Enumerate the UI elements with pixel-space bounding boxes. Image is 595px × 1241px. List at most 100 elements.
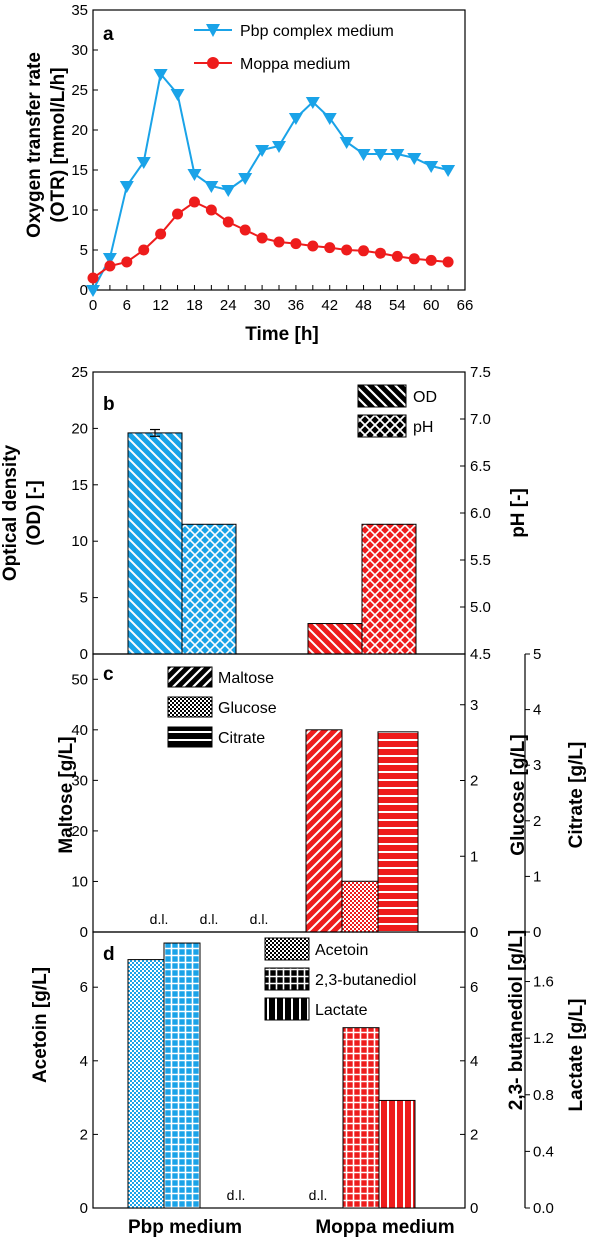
legend-maltose-text: Maltose — [218, 670, 274, 687]
otr-pbp-point — [86, 285, 100, 297]
otr-moppa-point — [188, 196, 200, 208]
otr-ylabel-line2: (OTR) [mmol/L/h] — [48, 67, 69, 222]
maltose-y-tick-label: 30 — [71, 772, 88, 789]
otr-x-tick-label: 30 — [254, 297, 271, 314]
detection-limit-label: d.l. — [150, 911, 169, 927]
otr-pbp-point — [322, 113, 337, 125]
otr-moppa-point — [104, 260, 116, 272]
citrate-y-tick-label: 3 — [533, 757, 541, 774]
legend-od-swatch — [357, 384, 407, 408]
glucose-y-tick-label: 0 — [470, 924, 478, 941]
citrate-y-tick-label: 5 — [533, 646, 541, 663]
otr-pbp-point — [102, 253, 117, 265]
otr-x-tick-label: 66 — [457, 297, 474, 314]
acetoin-y-tick-label: 6 — [80, 979, 88, 996]
glucose-ylabel: Glucose [g/L] — [508, 734, 529, 855]
otr-y-tick-label: 10 — [71, 202, 88, 219]
bar-moppa-lactate — [378, 1099, 416, 1209]
legend-pbp-text: Pbp complex medium — [240, 23, 394, 40]
otr-pbp-point — [272, 141, 286, 153]
od-y-tick-label: 25 — [71, 364, 88, 381]
lactate-y-tick-label: 0.8 — [533, 1087, 554, 1104]
od-ylabel-line2: (OD) [-] — [24, 480, 45, 545]
od-y-tick-label: 15 — [71, 477, 88, 494]
otr-series-line-1 — [92, 200, 449, 279]
maltose-y-tick-label: 50 — [71, 671, 88, 688]
otr-x-tick-label: 60 — [423, 297, 440, 314]
lactate-y-tick-label: 0.4 — [533, 1143, 554, 1160]
otr-x-tick-label: 36 — [288, 297, 305, 314]
otr-y-tick-label: 0 — [80, 282, 88, 299]
bar-pbp-od — [127, 432, 183, 655]
lactate-y-tick-label: 1.2 — [533, 1030, 554, 1047]
otr-pbp-point — [170, 89, 185, 101]
otr-moppa-point — [358, 245, 370, 257]
glucose-y-tick-label: 2 — [470, 773, 478, 790]
otr-pbp-point — [204, 181, 219, 193]
butanediol-ylabel: 2,3- butanediol [g/L] — [506, 930, 527, 1111]
otr-moppa-point — [205, 204, 217, 216]
legend-butanediol-swatch — [264, 967, 310, 991]
glucose-y-tick-label: 3 — [470, 697, 478, 714]
maltose-y-tick-label: 40 — [71, 722, 88, 739]
acetoin-ylabel: Acetoin [g/L] — [30, 967, 51, 1083]
maltose-y-tick-label: 0 — [80, 924, 88, 941]
otr-pbp-point — [407, 153, 422, 165]
otr-y-tick-label: 5 — [80, 242, 88, 259]
butanediol-y-tick-label: 0 — [470, 1200, 478, 1217]
citrate-y-tick-label: 1 — [533, 868, 541, 885]
otr-moppa-point — [290, 238, 302, 250]
otr-moppa-point — [256, 232, 268, 244]
od-y-tick-label: 0 — [80, 646, 88, 663]
butanediol-y-tick-label: 4 — [470, 1053, 478, 1070]
legend-acetoin-text: Acetoin — [315, 942, 368, 959]
od-y-tick-label: 20 — [71, 420, 88, 437]
od-ylabel-line1: Optical density — [0, 444, 21, 581]
lactate-y-tick-label: 1.6 — [533, 974, 554, 991]
glucose-y-tick-label: 1 — [470, 848, 478, 865]
panel-d-metabolites-chart: d Acetoin [g/L] 2,3- butanediol [g/L] La… — [30, 930, 587, 1238]
otr-x-tick-label: 12 — [152, 297, 169, 314]
ph-y-tick-label: 6.0 — [470, 505, 491, 522]
otr-pbp-point — [441, 165, 456, 177]
otr-moppa-point — [408, 253, 420, 265]
category-moppa-medium: Moppa medium — [315, 1217, 454, 1238]
otr-pbp-point — [136, 157, 151, 169]
category-pbp-medium: Pbp medium — [128, 1217, 242, 1238]
legend-glucose-text: Glucose — [218, 700, 277, 717]
metabolites-plot-frame — [92, 931, 466, 1209]
otr-y-tick-label: 25 — [71, 82, 88, 99]
otr-moppa-point — [172, 208, 184, 220]
otr-pbp-point — [187, 169, 202, 181]
otr-series-line-0 — [92, 71, 449, 291]
legend-moppa-text: Moppa medium — [240, 56, 350, 73]
panel-d-label: d — [103, 944, 115, 965]
butanediol-y-tick-label: 6 — [470, 979, 478, 996]
otr-pbp-point — [339, 137, 354, 149]
bar-moppa-od — [307, 623, 363, 655]
legend-acetoin-swatch — [264, 937, 310, 961]
otr-pbp-point — [119, 181, 134, 193]
lactate-ylabel: Lactate [g/L] — [566, 999, 587, 1112]
panel-b-label: b — [103, 394, 115, 415]
ph-ylabel: pH [-] — [508, 488, 529, 538]
bar-moppa-citrate — [377, 731, 419, 933]
otr-moppa-point — [138, 244, 150, 256]
otr-moppa-point — [222, 216, 234, 228]
ph-y-tick-label: 5.5 — [470, 552, 491, 569]
panel-b-od-ph-chart: b Optical density (OD) [-] pH [-] OD pH — [0, 384, 529, 581]
ph-y-tick-label: 7.0 — [470, 411, 491, 428]
citrate-y-tick-label: 2 — [533, 813, 541, 830]
detection-limit-label: d.l. — [309, 1187, 328, 1203]
acetoin-y-tick-label: 0 — [80, 1200, 88, 1217]
otr-y-tick-label: 20 — [71, 122, 88, 139]
ph-y-tick-label: 6.5 — [470, 458, 491, 475]
otr-x-tick-label: 18 — [186, 297, 203, 314]
otr-y-tick-label: 30 — [71, 42, 88, 59]
otr-y-tick-label: 15 — [71, 162, 88, 179]
legend-maltose-swatch — [167, 666, 213, 688]
citrate-y-tick-label: 4 — [533, 702, 541, 719]
legend-citrate-swatch — [167, 726, 213, 748]
panel-a-label: a — [103, 24, 114, 45]
